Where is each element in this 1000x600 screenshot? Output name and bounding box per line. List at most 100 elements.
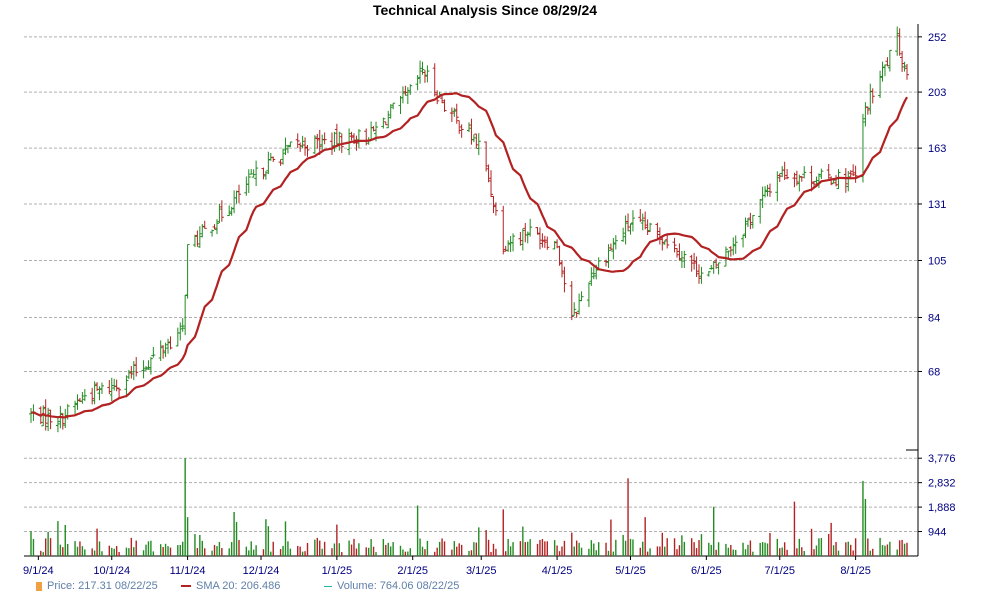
volume-bar — [319, 540, 321, 556]
volume-bar — [426, 540, 429, 556]
price-bar — [303, 137, 308, 156]
x-tick-label: 7/1/25 — [764, 565, 795, 577]
volume-bar — [177, 545, 179, 556]
price-bar — [682, 250, 687, 268]
volume-bar — [827, 533, 830, 556]
volume-bar — [64, 524, 66, 556]
volume-bar — [712, 506, 715, 556]
price-bar — [82, 388, 87, 402]
volume-bar — [184, 458, 186, 556]
price-bar — [178, 322, 183, 341]
price-bar — [882, 64, 887, 77]
price-bar — [278, 159, 283, 166]
chart-title: Technical Analysis Since 08/29/24 — [372, 2, 598, 18]
legend-label-volume: Volume: 764.06 08/22/25 — [337, 580, 460, 592]
price-bar — [613, 235, 618, 250]
volume-bar — [211, 550, 213, 556]
volume-bar — [752, 551, 754, 556]
price-bar — [484, 141, 489, 172]
volume-bar — [108, 545, 111, 556]
price-bar — [851, 164, 856, 177]
volume-bar — [649, 548, 651, 556]
price-bar — [295, 133, 300, 149]
price-bar — [628, 223, 633, 235]
volume-bar — [201, 540, 203, 556]
volume-bar — [382, 539, 385, 556]
volume-bar — [270, 551, 272, 556]
volume-bar — [747, 544, 749, 556]
price-bar — [192, 234, 197, 247]
price-bar — [799, 176, 804, 182]
volume-bar — [656, 546, 659, 556]
volume-bar — [358, 543, 360, 556]
volume-bar — [316, 537, 318, 556]
price-tick-label: 68 — [928, 366, 940, 378]
price-bar — [107, 380, 112, 395]
volume-bar — [125, 547, 128, 556]
volume-bar — [639, 547, 641, 556]
price-bar — [489, 170, 494, 198]
volume-bar — [456, 546, 458, 556]
volume-bar — [759, 542, 761, 556]
volume-bar — [250, 541, 252, 556]
price-bar — [794, 170, 799, 186]
price-bar — [677, 243, 682, 261]
volume-bar — [798, 538, 801, 556]
volume-bar — [803, 551, 805, 556]
price-bar — [474, 133, 479, 149]
volume-bar — [766, 543, 769, 556]
price-bar — [166, 338, 171, 354]
legend-item-price: Price: 217.31 08/22/25 — [36, 580, 158, 592]
price-bar — [726, 250, 731, 260]
volume-bar — [852, 550, 854, 556]
volume-bar — [301, 551, 304, 556]
price-bar — [195, 230, 200, 247]
price-bar — [109, 377, 114, 402]
volume-bar — [563, 540, 566, 556]
price-bar — [780, 166, 785, 178]
price-bar — [432, 63, 437, 97]
volume-bar — [664, 546, 666, 556]
price-bar — [249, 169, 254, 175]
volume-bar — [590, 540, 593, 556]
price-bar — [185, 244, 190, 299]
price-bar — [55, 417, 60, 433]
price-bar — [767, 183, 772, 197]
volume-bar — [79, 541, 81, 556]
price-bar — [315, 133, 320, 149]
price-bar — [391, 102, 396, 110]
volume-bar — [818, 538, 820, 556]
volume-bar — [62, 547, 64, 556]
price-tick-label: 105 — [928, 255, 946, 267]
volume-bar — [74, 541, 76, 556]
volume-bar — [436, 547, 438, 556]
volume-bar — [781, 547, 783, 556]
price-bar — [733, 235, 738, 254]
volume-bar — [297, 545, 299, 556]
price-bar — [748, 212, 753, 230]
price-bar — [386, 110, 391, 129]
volume-bar — [32, 539, 35, 556]
volume-bar — [558, 551, 561, 556]
price-bar — [202, 220, 207, 229]
price-bar — [542, 235, 547, 248]
volume-bar — [167, 546, 169, 556]
volume-bar — [539, 539, 541, 556]
volume-bar — [898, 540, 901, 556]
volume-tick-label: 2,832 — [928, 478, 956, 490]
volume-bar — [81, 546, 84, 556]
price-bar — [900, 50, 905, 72]
volume-bar — [522, 526, 524, 556]
x-tick-label: 5/1/25 — [615, 565, 646, 577]
price-bar — [403, 85, 408, 96]
price-bar — [217, 203, 222, 224]
volume-bar — [627, 478, 629, 556]
volume-bar — [218, 541, 221, 556]
volume-bar — [272, 541, 274, 556]
legend-label-sma: SMA 20: 206.486 — [196, 580, 281, 592]
price-bar — [662, 240, 667, 245]
x-tick-label: 11/1/24 — [170, 565, 206, 577]
price-bar — [452, 107, 457, 117]
volume-bar — [115, 546, 118, 556]
price-bar — [454, 103, 459, 124]
